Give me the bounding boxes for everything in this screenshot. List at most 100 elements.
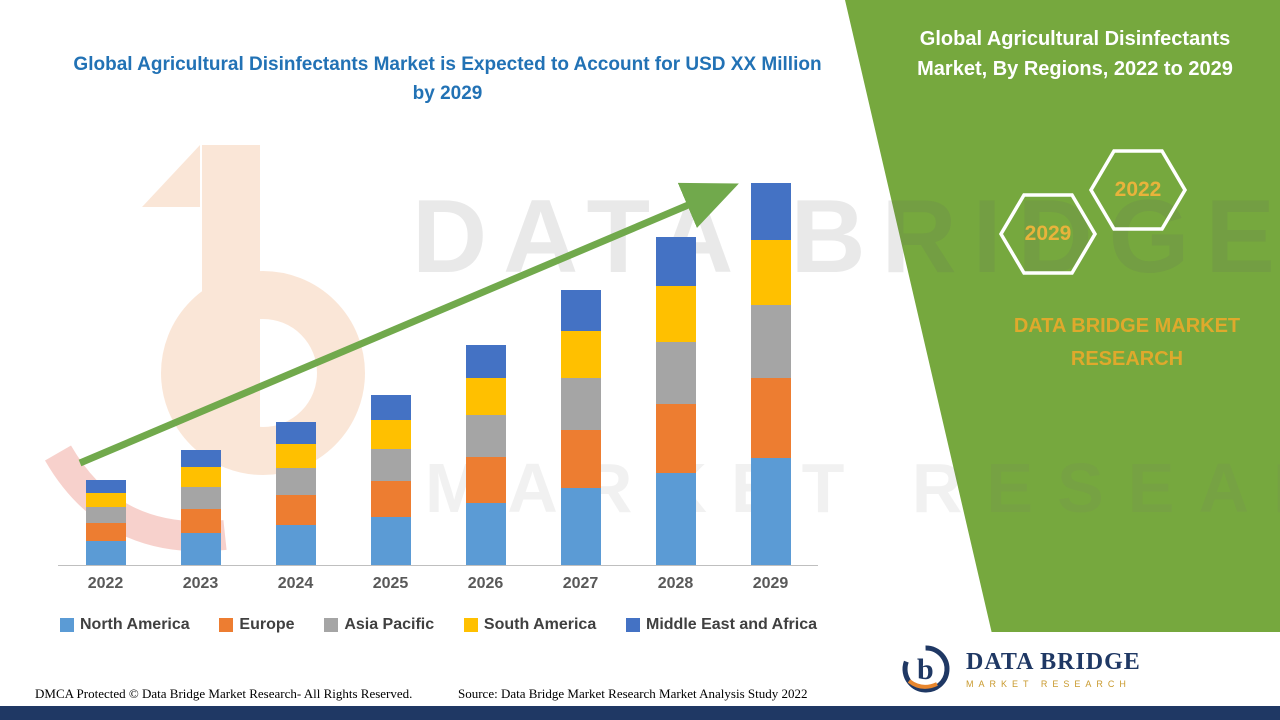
x-axis-label: 2028 [657,575,694,592]
bar-segment [560,331,601,378]
bar-segment [750,305,791,378]
bar-column [438,175,533,565]
x-axis-label: 2029 [752,575,789,592]
bar-segment [85,541,126,565]
bar-column [248,175,343,565]
bar-segment [85,480,126,493]
legend-item: Europe [219,616,295,634]
x-axis-label: 2027 [562,575,599,592]
bar-segment [465,503,506,565]
bar-segment [750,458,791,565]
x-axis-label: 2023 [182,575,219,592]
bar-column [343,175,438,565]
bar-segment [655,237,696,286]
bar-column [533,175,628,565]
hexagon-2029: 2029 [998,192,1098,276]
chart-legend: North America Europe Asia Pacific South Ame… [60,616,817,634]
legend-label: Middle East and Africa [646,616,817,633]
chart-title: Global Agricultural Disinfectants Market… [73,54,822,105]
bar-segment [180,533,221,565]
bar-column [628,175,723,565]
x-axis-label: 2024 [277,575,314,592]
bar-segment [750,378,791,458]
bar-column [58,175,153,565]
legend-item: South America [463,616,597,634]
bar-segment [370,395,411,420]
bar-segment [465,378,506,415]
bar-segment [370,420,411,449]
footer-source-text: Source: Data Bridge Market Research Mark… [458,686,808,701]
bar-segment [370,481,411,517]
x-axis-label: 2022 [87,575,124,592]
bar-segment [560,430,601,488]
panel-title: Global Agricultural Disinfectants Market… [917,28,1233,80]
footer-dmca-text: DMCA Protected © Data Bridge Market Rese… [35,686,413,701]
bar-column [153,175,248,565]
bar-segment [180,509,221,533]
x-axis-label: 2025 [372,575,409,592]
bar-segment [560,378,601,430]
company-logo-icon: b [902,645,950,693]
bar-segment [275,444,316,468]
legend-item: North America [60,616,190,634]
bar-stack [275,422,316,565]
bar-segment [85,493,126,507]
bar-segment [180,467,221,487]
bar-segment [370,517,411,565]
company-logo-texts: DATA BRIDGE MARKET RESEARCH [966,649,1141,689]
bar-segment [275,525,316,565]
bar-segment [275,468,316,495]
bar-stack [85,480,126,565]
bar-segment [180,487,221,509]
bottom-navy-bar [0,706,1280,720]
legend-swatch-icon [324,618,339,632]
bar-segment [560,488,601,565]
bar-segment [465,457,506,503]
panel-brand-text: DATA BRIDGE MARKET RESEARCH [1013,315,1241,370]
hexagon-2022-label: 2022 [1114,178,1162,201]
legend-swatch-icon [60,618,74,632]
legend-label: South America [483,616,597,633]
bar-group [58,175,818,566]
legend-label: Europe [239,616,295,633]
bar-segment [465,345,506,378]
bar-segment [655,342,696,404]
company-logo-title: DATA BRIDGE [966,649,1141,675]
bar-stack [465,345,506,565]
company-logo-subtitle: MARKET RESEARCH [966,679,1131,689]
bar-segment [750,240,791,305]
company-logo-box: b DATA BRIDGE MARKET RESEARCH [878,632,1280,706]
bar-segment [370,449,411,481]
bar-segment [180,450,221,467]
legend-swatch-icon [626,618,640,632]
legend-swatch-icon [463,618,478,632]
bar-stack [180,450,221,565]
bar-segment [560,290,601,331]
hexagon-2022: 2022 [1088,148,1188,232]
bar-stack [560,290,601,565]
bar-stack [750,183,791,565]
bar-segment [465,415,506,457]
bar-segment [85,507,126,523]
bar-column [723,175,818,565]
stacked-bar-chart: 2022 2023 2024 2025 2026 2027 2028 2029 [58,175,818,600]
bar-segment [275,495,316,525]
bar-segment [275,422,316,444]
svg-text:b: b [917,653,934,686]
bar-segment [655,286,696,342]
bar-segment [655,404,696,473]
legend-swatch-icon [219,618,234,632]
hexagon-2029-label: 2029 [1024,222,1072,245]
bar-segment [655,473,696,565]
x-axis-label: 2026 [467,575,504,592]
bar-stack [655,237,696,565]
bar-segment [85,523,126,541]
legend-item: Asia Pacific [324,616,434,634]
x-axis-labels: 2022 2023 2024 2025 2026 2027 2028 2029 [58,575,818,593]
legend-item: Middle East and Africa [626,616,817,634]
legend-label: North America [80,616,190,633]
bar-stack [370,395,411,565]
bar-segment [750,183,791,240]
legend-label: Asia Pacific [344,616,435,633]
